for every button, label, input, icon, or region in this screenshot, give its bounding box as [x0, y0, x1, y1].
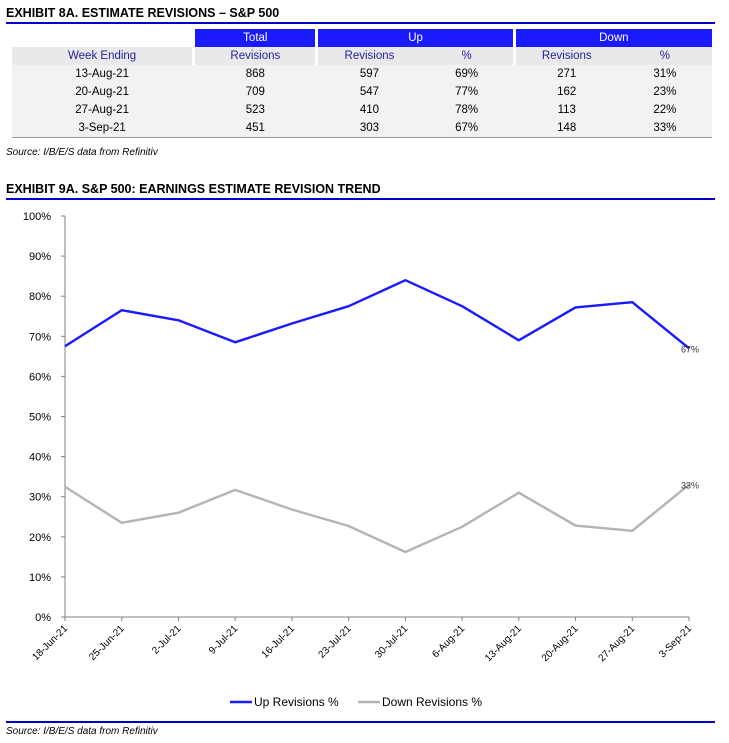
series-lines: [64, 278, 690, 554]
y-tick-label: 90%: [29, 251, 51, 263]
up-pct-cell: 67%: [420, 119, 513, 138]
chart-axes: [61, 215, 690, 621]
up-rev-cell: 597: [318, 65, 421, 83]
week-cell: 20-Aug-21: [12, 83, 193, 101]
col-down-pct: %: [617, 47, 712, 65]
chart-source: Source: I/B/E/S data from Refinitiv: [6, 726, 158, 737]
x-tick-label: 30-Jul-21: [373, 623, 411, 661]
y-tick-label: 70%: [29, 331, 51, 343]
x-tick-label: 13-Aug-21: [483, 623, 524, 664]
week-cell: 13-Aug-21: [12, 65, 193, 83]
total-cell: 451: [195, 119, 316, 138]
x-tick-labels: 18-Jun-21 25-Jun-21 2-Jul-21 9-Jul-21 16-Jul…: [31, 623, 695, 664]
revision-trend-chart: 0% 10% 20% 30% 40% 50% 60% 70% 80% 90% 100% 18-Jun…: [23, 211, 699, 709]
table-row: 27-Aug-21 523 410 78% 113 22%: [12, 101, 712, 119]
down-rev-cell: 162: [515, 83, 618, 101]
down-rev-cell: 148: [515, 119, 618, 138]
y-tick-label: 30%: [29, 492, 51, 504]
exhibit-9a-title: EXHIBIT 9A. S&P 500: EARNINGS ESTIMATE R…: [6, 182, 381, 196]
x-tick-label: 23-Jul-21: [316, 623, 354, 661]
x-tick-label: 18-Jun-21: [31, 623, 71, 663]
y-tick-label: 100%: [23, 211, 51, 223]
col-total-revisions: Revisions: [195, 47, 316, 65]
total-cell: 709: [195, 83, 316, 101]
col-down-revisions: Revisions: [515, 47, 618, 65]
legend-label-down: Down Revisions %: [382, 695, 482, 709]
y-tick-label: 0%: [35, 612, 51, 624]
x-tick-label: 3-Sep-21: [657, 623, 694, 660]
chart-legend: Up Revisions % Down Revisions %: [230, 695, 482, 709]
corner-cell: [12, 29, 193, 47]
col-up-revisions: Revisions: [318, 47, 421, 65]
up-pct-cell: 77%: [420, 83, 513, 101]
x-tick-label: 16-Jul-21: [260, 623, 298, 661]
table-source: Source: I/B/E/S data from Refinitiv: [6, 147, 158, 158]
bottom-rule: [6, 721, 715, 723]
series-line-up: [64, 278, 690, 350]
total-cell: 868: [195, 65, 316, 83]
x-tick-label: 20-Aug-21: [540, 623, 581, 664]
y-tick-label: 60%: [29, 371, 51, 383]
x-tick-label: 6-Aug-21: [430, 623, 467, 660]
week-cell: 3-Sep-21: [12, 119, 193, 138]
col-up-pct: %: [420, 47, 513, 65]
down-pct-cell: 33%: [617, 119, 712, 138]
legend-label-up: Up Revisions %: [254, 695, 339, 709]
exhibit-8a-title: EXHIBIT 8A. ESTIMATE REVISIONS – S&P 500: [6, 6, 280, 20]
end-labels: 67% 33%: [681, 344, 699, 490]
y-tick-label: 40%: [29, 452, 51, 464]
series-line-down: [64, 483, 690, 554]
down-pct-cell: 22%: [617, 101, 712, 119]
down-pct-cell: 31%: [617, 65, 712, 83]
down-pct-cell: 23%: [617, 83, 712, 101]
up-pct-cell: 69%: [420, 65, 513, 83]
y-tick-label: 50%: [29, 412, 51, 424]
down-rev-cell: 113: [515, 101, 618, 119]
x-tick-label: 2-Jul-21: [150, 623, 184, 657]
table-row: 20-Aug-21 709 547 77% 162 23%: [12, 83, 712, 101]
header-down: Down: [515, 29, 712, 47]
title-rule: [6, 22, 715, 24]
week-cell: 27-Aug-21: [12, 101, 193, 119]
table-row: 3-Sep-21 451 303 67% 148 33%: [12, 119, 712, 138]
end-label-up: 67%: [681, 344, 699, 354]
x-tick-label: 9-Jul-21: [207, 623, 241, 657]
y-tick-labels: 0% 10% 20% 30% 40% 50% 60% 70% 80% 90% 100%: [23, 211, 51, 624]
x-tick-label: 27-Aug-21: [597, 623, 638, 664]
x-tick-label: 25-Jun-21: [87, 623, 127, 663]
y-tick-label: 20%: [29, 532, 51, 544]
col-week-ending: Week Ending: [12, 47, 193, 65]
up-rev-cell: 410: [318, 101, 421, 119]
up-rev-cell: 303: [318, 119, 421, 138]
chart-title-rule: [6, 198, 715, 200]
up-rev-cell: 547: [318, 83, 421, 101]
total-cell: 523: [195, 101, 316, 119]
up-pct-cell: 78%: [420, 101, 513, 119]
revisions-table: Total Up Down Week Ending Revisions Revi…: [12, 29, 712, 138]
y-tick-label: 80%: [29, 291, 51, 303]
down-rev-cell: 271: [515, 65, 618, 83]
header-up: Up: [318, 29, 513, 47]
table-row: 13-Aug-21 868 597 69% 271 31%: [12, 65, 712, 83]
header-total: Total: [195, 29, 316, 47]
end-label-down: 33%: [681, 481, 699, 491]
y-tick-label: 10%: [29, 572, 51, 584]
